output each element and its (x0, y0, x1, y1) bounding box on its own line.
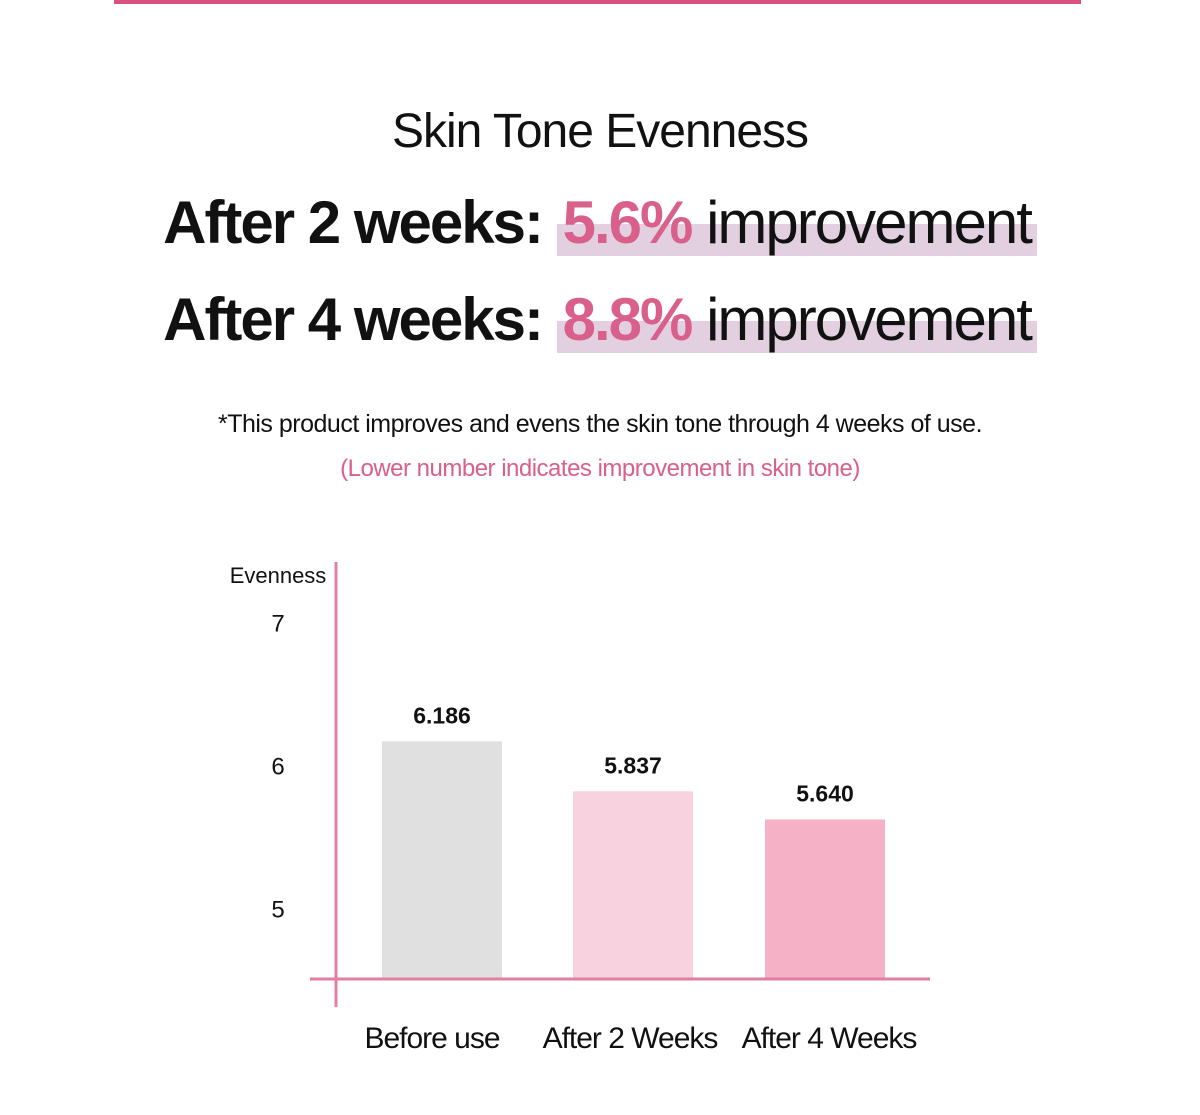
headline-value: 8.8% (562, 286, 694, 353)
x-tick-label: After 4 Weeks (742, 1022, 917, 1055)
bar (573, 791, 693, 979)
highlight: 5.6% improvement (556, 189, 1037, 256)
headline-value: 5.6% (562, 189, 694, 256)
y-axis-label: Evenness (230, 563, 327, 588)
title: Skin Tone Evenness (391, 105, 809, 158)
bar (382, 741, 502, 979)
headline-suffix: improvement (706, 286, 1033, 353)
headline: After 4 weeks: 8.8% improvement (0, 285, 1200, 354)
headline-prefix: After 4 weeks: (163, 286, 544, 353)
bar (765, 819, 885, 979)
top-rule (114, 0, 1081, 4)
headline-prefix: After 2 weeks: (163, 189, 544, 256)
highlight: 8.8% improvement (556, 286, 1037, 353)
y-tick-label: 6 (271, 753, 284, 780)
value-label: 5.837 (604, 752, 662, 778)
note: *This product improves and evens the ski… (217, 410, 983, 438)
x-tick-label: After 2 Weeks (543, 1022, 718, 1055)
value-label: 5.640 (796, 781, 854, 807)
x-tick-label: Before use (364, 1022, 499, 1055)
y-tick-label: 7 (271, 610, 284, 637)
y-tick-label: 5 (271, 896, 284, 923)
value-label: 6.186 (413, 702, 471, 728)
headline: After 2 weeks: 5.6% improvement (0, 188, 1200, 257)
subnote: (Lower number indicates improvement in s… (340, 455, 860, 482)
headline-suffix: improvement (706, 189, 1033, 256)
